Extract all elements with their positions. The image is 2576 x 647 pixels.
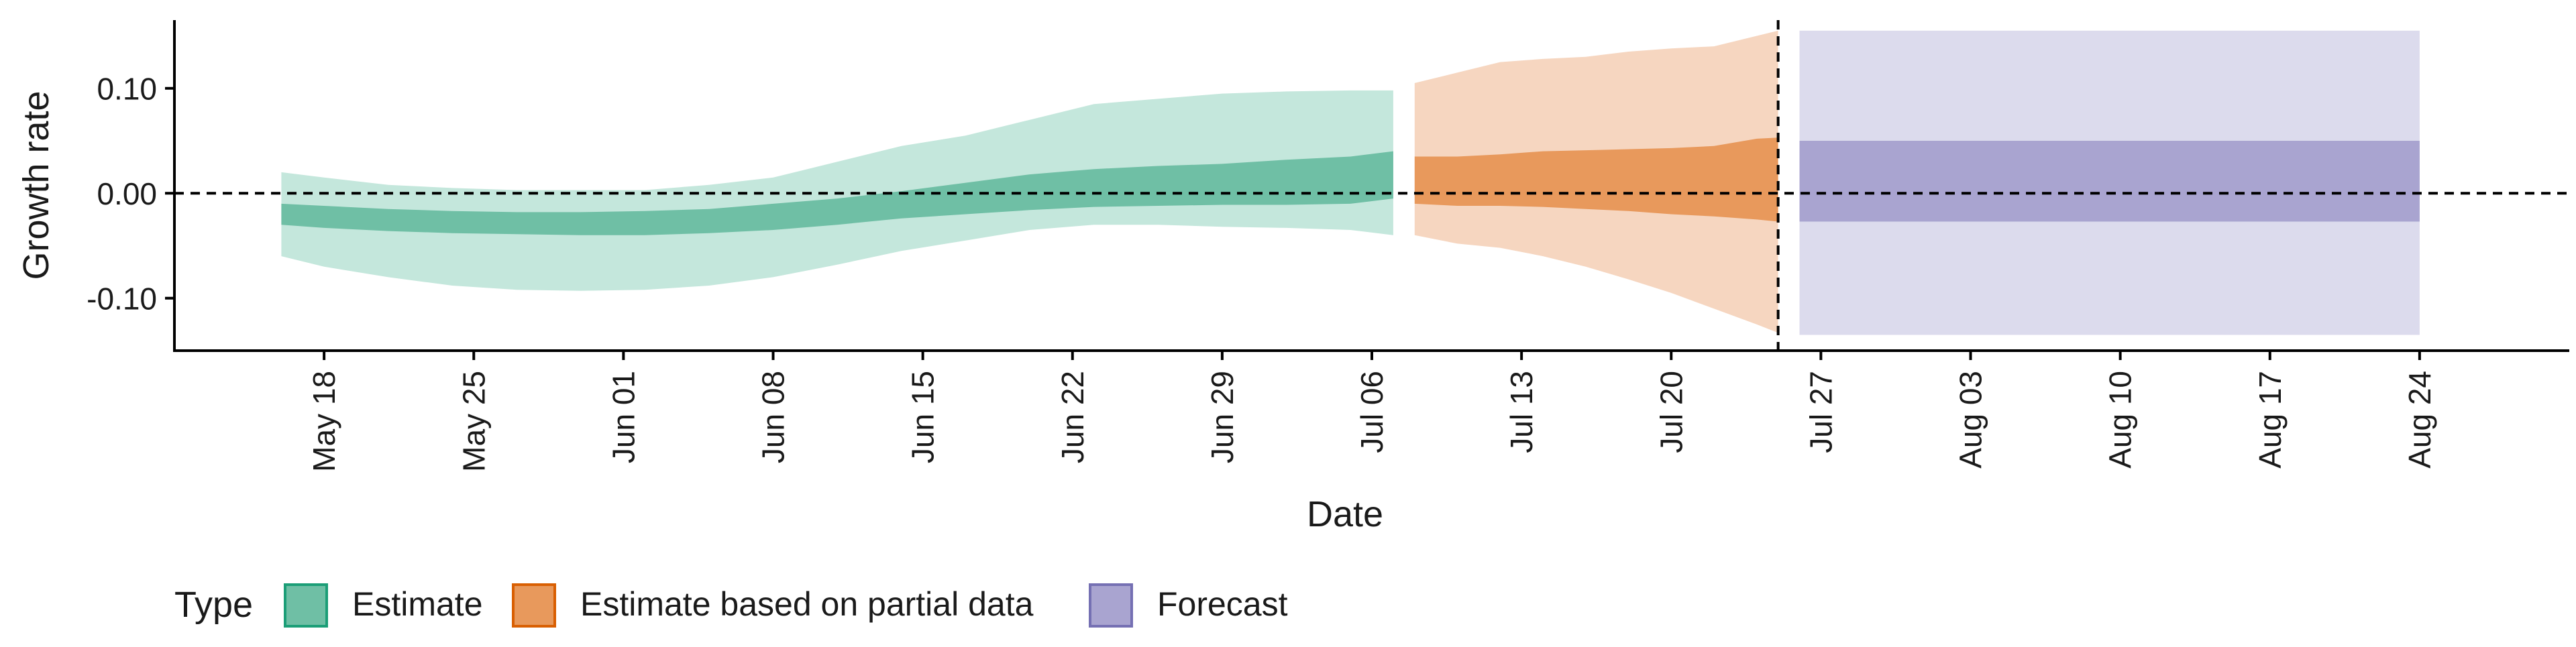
x-tick-label: Aug 03 — [1953, 371, 1988, 469]
estimate-based-on-partial-data-inner-band — [1414, 137, 1778, 222]
estimate-inner-band — [281, 151, 1393, 235]
x-tick-label: Aug 24 — [2402, 371, 2437, 469]
x-tick-label: Jun 22 — [1055, 371, 1090, 463]
y-tick-label: 0.00 — [97, 176, 157, 211]
legend-swatch — [1089, 583, 1133, 628]
forecast-inner-band — [1799, 141, 2420, 222]
estimate-outer-band — [281, 90, 1393, 291]
reference-lines-layer — [174, 20, 2569, 351]
x-tick-label: Jul 06 — [1354, 371, 1389, 453]
axes-layer: 0.10 0.00 -0.10 May 18 May 25 Jun 01 Jun 08 Jun… — [87, 20, 2569, 472]
x-tick-label: Jul 13 — [1504, 371, 1539, 453]
legend: Type Estimate Estimate based on partial d… — [174, 583, 1288, 628]
legend-label: Estimate based on partial data — [580, 585, 1034, 623]
x-tick-label: May 25 — [456, 371, 491, 472]
y-axis-label: Growth rate — [16, 91, 56, 280]
x-tick-label: Aug 10 — [2103, 371, 2138, 469]
x-tick-label: Jul 27 — [1803, 371, 1838, 453]
bands-layer — [281, 30, 2420, 335]
x-tick-label: May 18 — [307, 371, 341, 472]
legend-swatch — [284, 583, 328, 628]
y-tick-label: -0.10 — [87, 282, 157, 316]
legend-label: Forecast — [1157, 585, 1288, 623]
legend-title: Type — [174, 585, 253, 625]
x-tick-label: Jul 20 — [1654, 371, 1688, 453]
x-tick-label: Jun 08 — [756, 371, 791, 463]
x-tick-label: Aug 17 — [2253, 371, 2288, 469]
x-axis-label: Date — [1307, 494, 1383, 534]
x-tick-label: Jun 15 — [906, 371, 941, 463]
x-tick-label: Jun 29 — [1205, 371, 1240, 463]
x-tick-label: Jun 01 — [606, 371, 641, 463]
legend-label: Estimate — [352, 585, 483, 623]
y-tick-label: 0.10 — [97, 72, 157, 107]
legend-swatch — [512, 583, 556, 628]
